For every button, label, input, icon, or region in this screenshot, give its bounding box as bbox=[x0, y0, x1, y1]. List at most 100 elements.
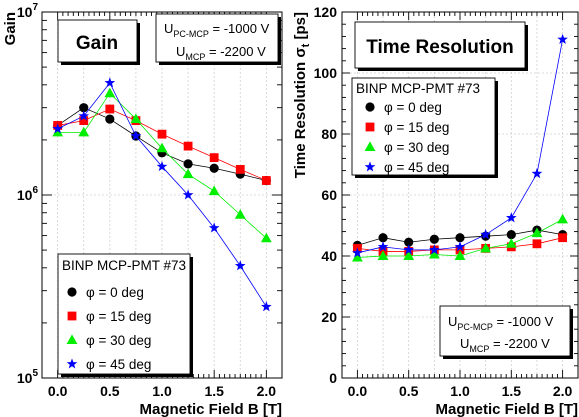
data-point bbox=[78, 110, 90, 121]
condition-value: = -2200 V bbox=[205, 44, 266, 59]
data-point bbox=[209, 163, 219, 173]
legend-marker bbox=[364, 141, 376, 151]
data-point bbox=[429, 244, 440, 255]
data-point bbox=[429, 234, 439, 244]
legend-entry: φ = 30 deg bbox=[86, 333, 151, 348]
y-tick-label: 40 bbox=[321, 248, 337, 264]
chart-title: Time Resolution bbox=[366, 37, 513, 58]
condition-symbol: U bbox=[164, 21, 173, 36]
x-tick-label: 2.0 bbox=[257, 383, 277, 399]
data-point bbox=[351, 251, 363, 262]
x-tick-label: 0.0 bbox=[48, 383, 68, 399]
x-tick-label: 0.0 bbox=[348, 383, 368, 399]
data-point bbox=[156, 142, 168, 153]
series-triangle bbox=[52, 87, 272, 243]
data-point bbox=[156, 160, 168, 172]
data-point bbox=[455, 233, 465, 243]
data-point bbox=[428, 248, 440, 259]
data-point bbox=[182, 168, 194, 179]
data-point bbox=[558, 233, 568, 243]
condition-subscript: PC-MCP bbox=[173, 29, 209, 39]
x-tick-label: 2.0 bbox=[553, 383, 573, 399]
data-point bbox=[261, 176, 271, 185]
legend-marker bbox=[365, 102, 375, 112]
data-point bbox=[208, 185, 220, 196]
y-tick-label: 106 bbox=[17, 185, 39, 203]
data-point bbox=[130, 113, 142, 124]
data-point bbox=[454, 241, 466, 252]
legend-box bbox=[57, 253, 191, 375]
y-tick-base: 10 bbox=[17, 4, 33, 20]
data-point bbox=[404, 237, 414, 247]
x-axis-label: Magnetic Field B [T] bbox=[436, 401, 579, 417]
data-point bbox=[105, 104, 115, 114]
data-point bbox=[52, 126, 64, 137]
condition-subscript: PC-MCP bbox=[457, 322, 493, 332]
time-resolution-chart: 0.0 0.5 1.0 1.5 2.0 Magnetic Field B [T] 0 20 40… bbox=[292, 4, 579, 417]
series-star bbox=[352, 33, 568, 258]
y-tick-label: 60 bbox=[321, 187, 337, 203]
y-tick-label: 0 bbox=[329, 370, 337, 386]
conditions-box bbox=[439, 305, 571, 357]
legend-marker bbox=[364, 161, 376, 172]
data-point bbox=[480, 229, 491, 240]
data-point bbox=[105, 114, 115, 124]
y-tick-label: 100 bbox=[314, 65, 338, 81]
legend-box bbox=[351, 77, 496, 176]
y-axis-label: Time Resolution σt [ps] bbox=[292, 12, 312, 178]
data-point bbox=[505, 238, 517, 248]
data-point bbox=[208, 222, 220, 233]
y-axis-label-subscript: t bbox=[300, 43, 312, 47]
condition-symbol: U bbox=[176, 44, 185, 59]
x-tick-label: 1.5 bbox=[204, 383, 224, 399]
condition-line1: UPC-MCP = -1000 V bbox=[448, 314, 554, 332]
legend-marker bbox=[67, 311, 77, 321]
title-box bbox=[57, 19, 138, 63]
legend-entry: φ = 0 deg bbox=[384, 100, 442, 115]
y-axis-label-main: Time Resolution σ bbox=[292, 47, 309, 178]
data-point bbox=[480, 242, 492, 253]
x-tick-label: 0.5 bbox=[100, 383, 120, 399]
y-tick-exponent: 5 bbox=[32, 368, 38, 379]
data-point bbox=[377, 241, 389, 252]
condition-value: = -1000 V bbox=[209, 21, 270, 36]
data-point bbox=[209, 153, 219, 163]
data-point bbox=[261, 301, 272, 312]
data-point bbox=[235, 165, 245, 174]
data-point bbox=[79, 116, 89, 126]
condition-line1: UPC-MCP = -1000 V bbox=[164, 21, 270, 39]
legend-marker bbox=[67, 287, 77, 297]
legend-entry: φ = 15 deg bbox=[384, 120, 449, 135]
legend-marker bbox=[66, 334, 78, 344]
y-axis-label: Gain bbox=[2, 12, 19, 45]
legend-marker bbox=[365, 122, 375, 132]
legend-marker bbox=[66, 358, 78, 369]
data-point bbox=[557, 33, 568, 44]
data-point bbox=[260, 232, 272, 243]
legend-title: BINP MCP-PMT #73 bbox=[62, 258, 186, 273]
annotations: Time Resolution BINP MCP-PMT #73 φ = 0 deg… bbox=[351, 21, 573, 359]
y-tick-label: 107 bbox=[17, 2, 39, 20]
data-point bbox=[506, 230, 516, 240]
y-tick-exponent: 6 bbox=[32, 185, 38, 196]
data-point bbox=[234, 260, 246, 271]
data-point bbox=[130, 130, 142, 141]
data-point bbox=[454, 250, 466, 260]
legend-title: BINP MCP-PMT #73 bbox=[356, 81, 480, 96]
data-point bbox=[377, 250, 389, 260]
condition-line2: UMCP = -2200 V bbox=[176, 44, 266, 62]
condition-subscript: MCP bbox=[185, 52, 205, 62]
condition-subscript: MCP bbox=[469, 344, 489, 354]
condition-value: = -1000 V bbox=[493, 314, 554, 329]
condition-line2: UMCP = -2200 V bbox=[460, 336, 550, 354]
x-axis-label: Magnetic Field B [T] bbox=[140, 401, 283, 417]
x-tick-label: 1.0 bbox=[152, 383, 172, 399]
y-axis-label-unit: [ps] bbox=[292, 12, 309, 44]
title-box bbox=[354, 21, 526, 69]
data-point bbox=[378, 233, 388, 243]
chart-title: Gain bbox=[76, 33, 118, 54]
legend-entry: φ = 0 deg bbox=[86, 285, 144, 300]
data-point bbox=[79, 103, 89, 113]
